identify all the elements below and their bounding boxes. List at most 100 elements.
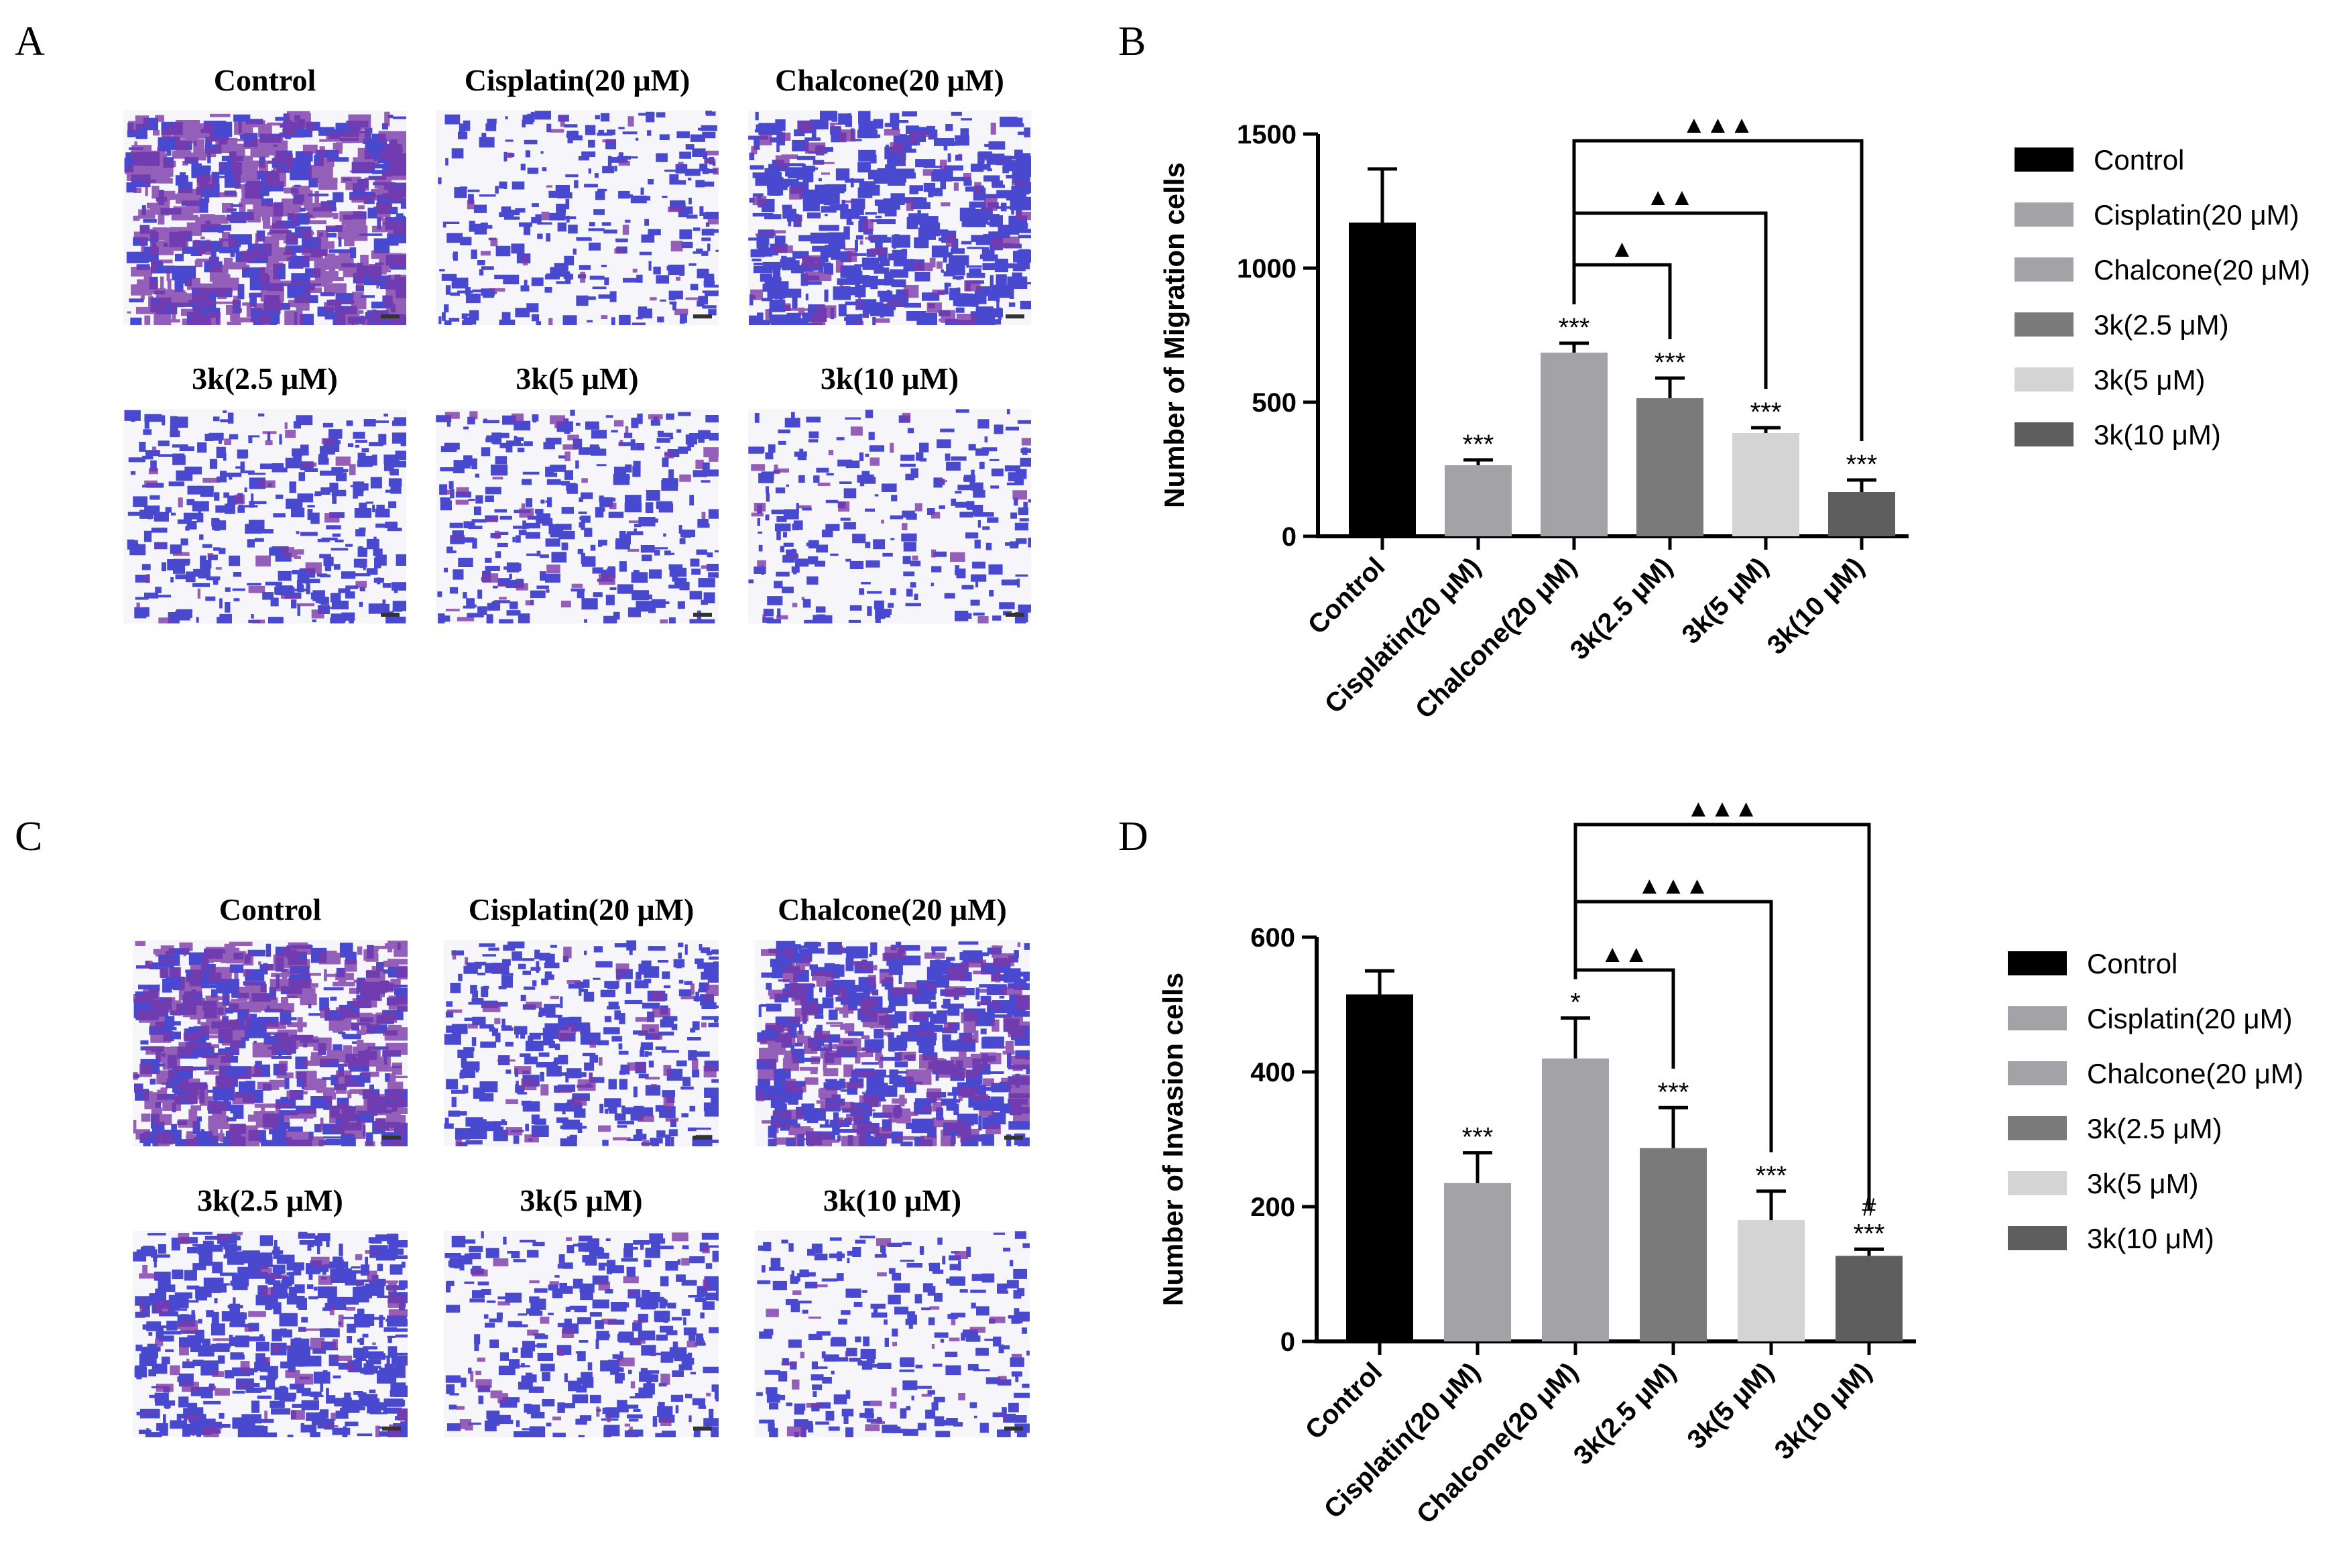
legend-label: Control <box>2094 144 2184 176</box>
panel-letter: D <box>1118 814 1148 859</box>
x-tick-label: 3k(2.5 μM) <box>1568 1357 1681 1470</box>
bar <box>1349 223 1416 536</box>
y-tick-label: 1000 <box>1237 254 1297 284</box>
chart-b-migration: B 0 500 1000 1500 Number of Migration cells Co… <box>1118 19 2310 725</box>
micrograph-cells-violet <box>750 121 1031 325</box>
micrograph-cells <box>124 410 406 623</box>
significance-label: *** <box>1658 1077 1689 1107</box>
bar <box>1541 353 1608 536</box>
micrograph-cells <box>444 940 719 1146</box>
bar <box>1836 1256 1903 1341</box>
micrograph-image <box>748 409 1031 623</box>
scale-bar <box>382 1136 401 1140</box>
legend-swatch <box>2008 1061 2067 1085</box>
micrograph-label: Cisplatin(20 μM) <box>469 892 695 926</box>
legend-label: 3k(5 μM) <box>2094 364 2206 396</box>
legend-swatch <box>2015 202 2074 227</box>
x-tick-label: Chalcone(20 μM) <box>1410 552 1582 724</box>
legend-label: 3k(2.5 μM) <box>2087 1113 2222 1144</box>
significance-label: *** <box>1559 313 1590 343</box>
bracket-label: ▲▲▲ <box>1682 111 1754 138</box>
micrograph-cells <box>124 113 406 326</box>
legend-label: Cisplatin(20 μM) <box>2087 1003 2293 1034</box>
bar <box>1542 1058 1609 1341</box>
micrograph-image <box>123 409 406 623</box>
bracket-label: ▲▲ <box>1646 183 1693 210</box>
legend-swatch <box>2015 147 2074 172</box>
significance-label: *** <box>1750 398 1782 427</box>
legend-swatch <box>2015 257 2074 282</box>
x-tick-label: 3k(2.5 μM) <box>1565 552 1678 665</box>
micrograph-cells <box>438 111 719 325</box>
micrograph-cells-violet <box>125 111 407 325</box>
micrograph-cells <box>748 409 1031 623</box>
significance-label: *** <box>1756 1161 1787 1191</box>
y-tick-label: 400 <box>1250 1058 1295 1087</box>
y-tick-label: 0 <box>1280 1327 1295 1357</box>
legend-label: Cisplatin(20 μM) <box>2094 199 2299 231</box>
bar <box>1738 1220 1805 1341</box>
micrograph-label: 3k(5 μM) <box>516 361 638 396</box>
micrograph-image <box>436 409 719 623</box>
legend-swatch <box>2008 1006 2067 1030</box>
bar <box>1636 398 1703 536</box>
bracket-label: ▲▲▲ <box>1687 794 1758 822</box>
micrograph-label: Chalcone(20 μM) <box>775 63 1004 97</box>
scale-bar <box>693 1427 712 1431</box>
legend-swatch <box>2015 367 2074 391</box>
significance-label: *** <box>1846 450 1878 479</box>
scale-bar <box>693 613 712 617</box>
legend-swatch <box>2015 422 2074 446</box>
micrograph-image <box>755 940 1030 1146</box>
legend-swatch <box>2008 951 2067 975</box>
y-tick-label: 200 <box>1250 1193 1295 1222</box>
panel-a-micrographs: A Control Cisplatin(20 μM) Chalcone(20 μM) 3… <box>15 19 1031 623</box>
y-axis-label: Number of Invasion cells <box>1157 973 1189 1306</box>
micrograph-label: 3k(2.5 μM) <box>192 361 338 396</box>
scale-bar <box>1006 314 1024 318</box>
panel-letter-c: C <box>15 814 42 859</box>
significance-label: *** <box>1463 430 1494 459</box>
x-tick-label: Control <box>1300 1357 1388 1445</box>
bar <box>1445 465 1512 536</box>
micrograph-image <box>133 940 408 1146</box>
micrograph-label: 3k(10 μM) <box>821 361 959 396</box>
micrograph-image <box>748 111 1031 326</box>
legend-label: Chalcone(20 μM) <box>2094 254 2310 286</box>
scale-bar <box>693 314 712 318</box>
comparison-bracket <box>1573 823 1871 1211</box>
significance-label: * <box>1570 988 1581 1018</box>
legend-label: Chalcone(20 μM) <box>2087 1058 2303 1089</box>
panel-c-micrographs: C Control Cisplatin(20 μM) Chalcone(20 μM) 3… <box>15 814 1030 1437</box>
legend-swatch <box>2008 1171 2067 1195</box>
micrograph-label: Control <box>214 63 316 97</box>
micrograph-cells <box>436 410 719 623</box>
scale-bar <box>1004 1136 1023 1140</box>
scale-bar <box>381 314 400 318</box>
bar <box>1732 433 1799 536</box>
scale-bar <box>1006 613 1024 617</box>
micrograph-label: Cisplatin(20 μM) <box>465 63 691 97</box>
micrograph-image <box>444 940 719 1146</box>
micrograph-image <box>755 1231 1030 1437</box>
x-tick-label: 3k(5 μM) <box>1676 552 1774 650</box>
bar <box>1828 492 1895 536</box>
panel-letter-a: A <box>15 19 45 64</box>
bracket-label: ▲ <box>1610 235 1634 262</box>
panel-letter: B <box>1118 19 1146 64</box>
legend-label: 3k(10 μM) <box>2087 1223 2214 1254</box>
x-tick-label: 3k(5 μM) <box>1681 1357 1779 1455</box>
micrograph-label: 3k(2.5 μM) <box>197 1183 343 1217</box>
legend-swatch <box>2015 312 2074 337</box>
micrograph-label: Control <box>219 892 322 926</box>
bracket-label: ▲▲ <box>1600 940 1648 967</box>
micrograph-image <box>133 1231 408 1437</box>
significance-label: *** <box>1854 1219 1885 1248</box>
y-tick-label: 1500 <box>1237 120 1297 149</box>
legend-swatch <box>2008 1226 2067 1250</box>
y-tick-label: 500 <box>1252 388 1297 418</box>
legend-label: 3k(10 μM) <box>2094 419 2221 450</box>
scale-bar <box>1004 1427 1023 1431</box>
micrograph-cells-violet <box>756 942 1030 1146</box>
significance-label: *** <box>1655 348 1686 377</box>
